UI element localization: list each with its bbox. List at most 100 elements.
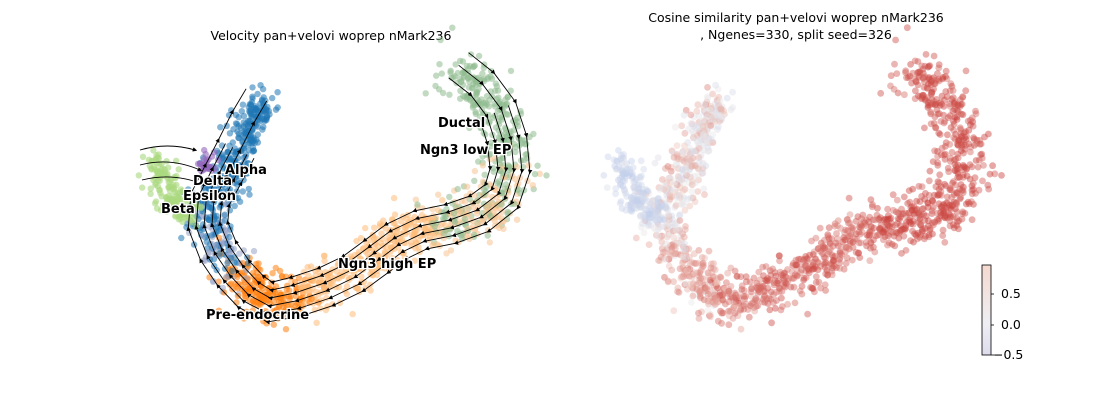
cell-point [735, 291, 743, 298]
cell-point [953, 189, 961, 197]
cell-point [245, 185, 252, 193]
cell-point [642, 190, 650, 198]
cell-point [645, 241, 653, 249]
cell-point [957, 164, 965, 171]
cell-point [729, 104, 737, 111]
cell-point [221, 211, 229, 218]
cell-point [972, 107, 979, 115]
cell-point [706, 298, 714, 306]
cell-point [954, 161, 962, 169]
cell-point [257, 82, 264, 89]
cell-point [616, 200, 624, 207]
cell-point [989, 162, 996, 170]
cell-point [944, 164, 952, 172]
cell-point [686, 259, 694, 267]
cell-point [840, 265, 848, 273]
cell-point [798, 282, 806, 290]
cell-point [782, 280, 790, 287]
cell-point [753, 296, 761, 304]
cell-point [950, 99, 958, 107]
cell-point [758, 282, 766, 290]
cell-point [959, 174, 967, 181]
cell-point [925, 233, 933, 241]
cell-point [712, 282, 720, 290]
cell-point [680, 180, 688, 187]
cell-point [664, 225, 671, 233]
cell-point [658, 232, 666, 240]
cell-point [696, 290, 704, 297]
cell-point [709, 277, 716, 285]
cell-point [856, 254, 864, 261]
cell-point [676, 211, 684, 219]
cell-point [641, 206, 649, 214]
cell-point-beta [135, 172, 142, 179]
cell-point [666, 193, 674, 200]
cell-point [709, 112, 717, 119]
cell-point [820, 245, 827, 253]
cell-point [486, 239, 493, 246]
cell-point [941, 180, 948, 188]
cell-point [948, 201, 956, 209]
cell-point [931, 113, 939, 121]
cell-point [966, 175, 974, 183]
cell-point [531, 170, 539, 178]
cell-point [900, 193, 908, 201]
cell-point [808, 237, 815, 245]
cell-point [629, 173, 637, 181]
cell-point [964, 117, 972, 125]
cell-point [830, 257, 838, 265]
cell-point [446, 193, 453, 201]
cell-point [697, 294, 704, 302]
cell-point [717, 108, 725, 115]
cell-point [712, 81, 719, 89]
cell-point [940, 102, 948, 110]
cell-point [935, 64, 943, 72]
cell-point [966, 161, 974, 169]
cell-point-beta [166, 187, 174, 195]
cell-point [671, 123, 679, 131]
cell-point [499, 189, 506, 196]
cell-point [688, 187, 696, 195]
cell-point [964, 198, 972, 206]
cell-point [919, 227, 927, 235]
cell-point [690, 162, 697, 169]
cell-point [717, 307, 724, 315]
cell-point [735, 300, 743, 307]
cluster-label-delta: Delta [193, 174, 232, 189]
cell-point [442, 227, 449, 234]
cell-point [946, 112, 954, 120]
cell-point [690, 290, 697, 298]
cell-point [779, 303, 786, 310]
cell-point [498, 201, 505, 208]
cell-point [536, 170, 543, 177]
cell-point [637, 212, 645, 219]
cell-point [822, 259, 830, 267]
cell-point [919, 205, 926, 213]
cell-point [622, 189, 629, 197]
cell-point [676, 194, 684, 202]
cell-point [862, 222, 870, 230]
cell-point [717, 292, 724, 300]
cell-point [737, 300, 744, 307]
cell-point-beta [163, 158, 170, 165]
cell-point [246, 101, 253, 108]
cell-point [865, 230, 873, 238]
cell-point [684, 264, 691, 272]
cell-point [667, 174, 675, 182]
cell-point [657, 198, 665, 206]
cell-point [226, 207, 234, 214]
cell-point [872, 216, 879, 224]
cell-point [687, 173, 695, 181]
cell-point [842, 259, 850, 267]
cell-point [738, 282, 746, 290]
cell-point [817, 248, 824, 255]
cell-point [635, 181, 642, 189]
cell-point [883, 220, 891, 227]
cell-point [674, 181, 681, 189]
cell-point [944, 131, 951, 139]
cell-point [941, 239, 949, 246]
cell-point [686, 165, 694, 173]
cell-point [714, 317, 722, 325]
cell-point [232, 111, 240, 119]
cell-point [675, 193, 683, 201]
